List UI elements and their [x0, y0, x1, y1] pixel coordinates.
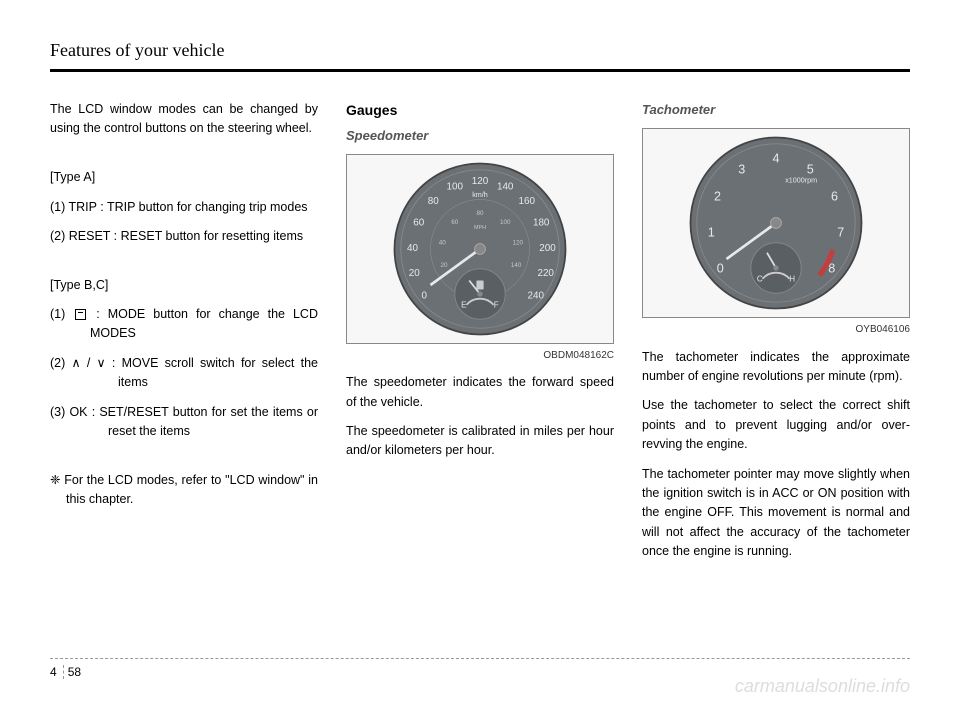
item1-pre: (1) — [50, 307, 73, 321]
tacho-para-3: The tachometer pointer may move slightly… — [642, 465, 910, 562]
svg-text:100: 100 — [500, 219, 511, 226]
tacho-para-2: Use the tachometer to select the correct… — [642, 396, 910, 454]
type-a-item-1: (1) TRIP : TRIP button for changing trip… — [50, 198, 318, 217]
column-2: Gauges Speedometer 0 20 40 60 80 100 120… — [346, 100, 614, 571]
item1-post: : MODE button for change the LCD MODES — [88, 307, 318, 340]
svg-text:F: F — [494, 300, 499, 309]
svg-text:80: 80 — [476, 210, 484, 217]
svg-text:60: 60 — [413, 217, 424, 228]
svg-text:160: 160 — [519, 196, 536, 207]
svg-text:4: 4 — [772, 152, 779, 166]
speedometer-gauge-icon: 0 20 40 60 80 100 120 140 160 180 200 22… — [390, 159, 570, 339]
svg-text:3: 3 — [738, 163, 745, 177]
type-bc-label: [Type B,C] — [50, 276, 318, 295]
type-a-item-2: (2) RESET : RESET button for resetting i… — [50, 227, 318, 246]
svg-text:120: 120 — [472, 176, 489, 187]
svg-text:140: 140 — [511, 262, 522, 269]
svg-text:C: C — [757, 275, 763, 284]
svg-text:40: 40 — [407, 243, 418, 254]
header-title: Features of your vehicle — [50, 40, 910, 61]
tacho-para-1: The tachometer indicates the approximate… — [642, 348, 910, 387]
page-number-value: 58 — [68, 665, 81, 679]
page-number: 4 58 — [50, 665, 81, 679]
svg-text:1: 1 — [708, 226, 715, 240]
tachometer-heading: Tachometer — [642, 100, 910, 120]
chapter-number: 4 — [50, 665, 64, 679]
svg-text:180: 180 — [533, 217, 550, 228]
lcd-footnote: ❈ For the LCD modes, refer to "LCD windo… — [50, 471, 318, 510]
type-a-label: [Type A] — [50, 168, 318, 187]
speedometer-heading: Speedometer — [346, 126, 614, 146]
svg-text:2: 2 — [714, 190, 721, 204]
gauges-heading: Gauges — [346, 100, 614, 122]
svg-text:20: 20 — [440, 262, 448, 269]
tachometer-figure: 0 1 2 3 4 5 6 7 8 x1000rpm C H — [642, 128, 910, 318]
column-1: The LCD window modes can be changed by u… — [50, 100, 318, 571]
svg-text:20: 20 — [409, 268, 420, 279]
svg-text:H: H — [789, 275, 795, 284]
svg-text:0: 0 — [421, 290, 427, 301]
svg-text:120: 120 — [513, 239, 524, 246]
type-bc-item-2: (2) ∧ / ∨ : MOVE scroll switch for selec… — [50, 354, 318, 393]
svg-text:x1000rpm: x1000rpm — [785, 176, 817, 185]
svg-text:MPH: MPH — [474, 225, 486, 231]
svg-text:5: 5 — [807, 163, 814, 177]
svg-text:40: 40 — [439, 239, 447, 246]
type-bc-item-1: (1) : MODE button for change the LCD MOD… — [50, 305, 318, 344]
lcd-intro: The LCD window modes can be changed by u… — [50, 100, 318, 139]
svg-text:80: 80 — [428, 196, 439, 207]
svg-text:7: 7 — [837, 226, 844, 240]
speedometer-code: OBDM048162C — [346, 348, 614, 364]
svg-text:E: E — [461, 300, 467, 309]
svg-text:60: 60 — [451, 219, 459, 226]
speedo-para-2: The speedometer is calibrated in miles p… — [346, 422, 614, 461]
watermark: carmanualsonline.info — [735, 676, 910, 697]
svg-text:240: 240 — [528, 290, 545, 301]
speedo-para-1: The speedometer indicates the forward sp… — [346, 373, 614, 412]
content-columns: The LCD window modes can be changed by u… — [50, 100, 910, 571]
tachometer-code: OYB046106 — [642, 322, 910, 338]
svg-text:km/h: km/h — [472, 190, 488, 199]
svg-text:220: 220 — [537, 268, 554, 279]
svg-text:6: 6 — [831, 190, 838, 204]
mode-icon — [75, 309, 86, 320]
svg-text:140: 140 — [497, 181, 514, 192]
svg-text:200: 200 — [539, 243, 556, 254]
svg-text:0: 0 — [717, 262, 724, 276]
type-bc-item-3: (3) OK : SET/RESET button for set the it… — [50, 403, 318, 442]
tachometer-gauge-icon: 0 1 2 3 4 5 6 7 8 x1000rpm C H — [686, 133, 866, 313]
speedometer-figure: 0 20 40 60 80 100 120 140 160 180 200 22… — [346, 154, 614, 344]
svg-text:100: 100 — [447, 181, 464, 192]
page-header: Features of your vehicle — [50, 40, 910, 72]
column-3: Tachometer 0 1 2 3 4 5 6 7 8 x1000rpm — [642, 100, 910, 571]
